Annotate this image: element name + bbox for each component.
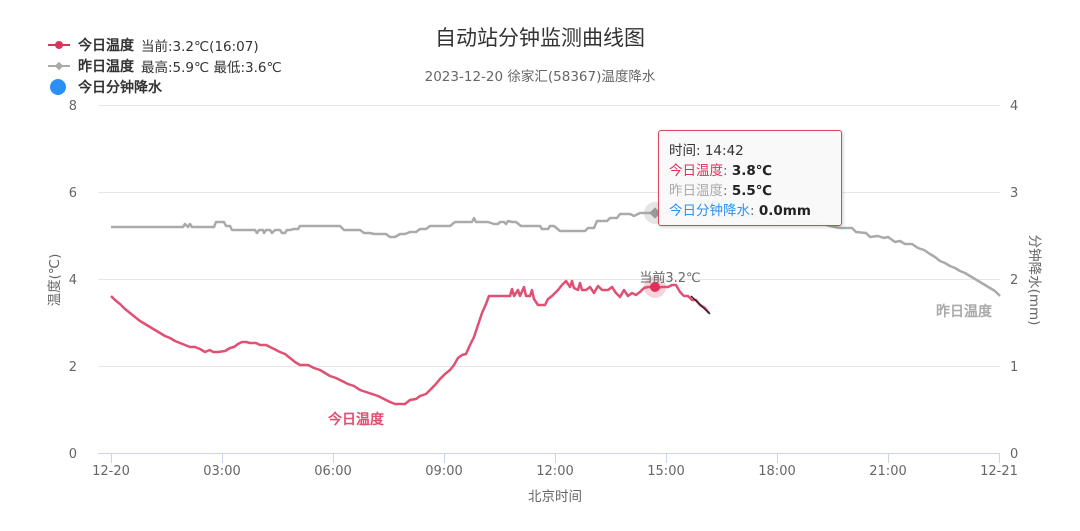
gridlines [98,105,1000,367]
svg-text:6: 6 [69,186,77,201]
tooltip-yesterday-row: 昨日温度: 5.5℃ [669,183,773,199]
tooltip-precip-row: 今日分钟降水: 0.0mm [669,203,811,219]
today-temp-line[interactable] [110,279,710,406]
legend: 今日温度 当前:3.2℃(16:07) 昨日温度 最高:5.9℃ 最低:3.6℃… [48,34,282,97]
svg-text:4: 4 [69,273,77,288]
y-left-axis-title: 温度(℃) [47,254,63,307]
svg-text:12-21: 12-21 [980,464,1018,479]
today-series-label: 今日温度 [327,411,385,428]
chart-subtitle: 2023-12-20 徐家汇(58367)温度降水 [424,69,656,85]
svg-text:06:00: 06:00 [314,464,351,479]
trend-line [690,295,711,315]
y-right-tick-labels: 0 1 2 3 4 [1010,99,1018,462]
yesterday-series-label: 昨日温度 [936,303,993,320]
svg-text:18:00: 18:00 [758,464,795,479]
legend-label: 今日温度 [78,37,134,54]
yesterday-temp-line[interactable] [111,211,1001,297]
y-right-axis-title: 分钟降水(mm) [1026,235,1043,326]
chart-title: 自动站分钟监测曲线图 [435,26,645,50]
svg-text:2: 2 [1010,273,1018,288]
svg-text:12:00: 12:00 [536,464,573,479]
tooltip-time-row: 时间: 14:42 [669,143,744,159]
y-left-tick-labels: 0 2 4 6 8 [69,99,77,462]
svg-text:1: 1 [1010,360,1018,375]
tooltip: 时间: 14:42 今日温度: 3.8℃ 昨日温度: 5.5℃ 今日分钟降水: … [658,130,842,226]
legend-item-yesterday-temp[interactable]: 昨日温度 最高:5.9℃ 最低:3.6℃ [48,55,282,76]
svg-text:12-20: 12-20 [92,464,130,479]
legend-label: 昨日温度 [78,58,134,75]
svg-text:2: 2 [69,360,77,375]
x-axis-ticks [111,453,1000,463]
legend-info: 当前:3.2℃(16:07) [141,38,259,55]
x-axis-tick-labels: 12-20 03:00 06:00 09:00 12:00 15:00 18:0… [92,464,1018,479]
svg-text:21:00: 21:00 [869,464,906,479]
line-dot-marker-icon [48,39,70,51]
svg-text:15:00: 15:00 [647,464,684,479]
current-temp-annotation: 当前3.2℃ [639,270,700,286]
legend-label: 今日分钟降水 [78,79,162,96]
svg-text:03:00: 03:00 [203,464,240,479]
legend-item-precipitation[interactable]: 今日分钟降水 [48,76,282,97]
hover-marker-yesterday[interactable] [649,207,661,219]
x-axis-title: 北京时间 [528,489,582,505]
tooltip-today-row: 今日温度: 3.8℃ [669,163,773,179]
legend-item-today-temp[interactable]: 今日温度 当前:3.2℃(16:07) [48,34,282,55]
svg-text:3: 3 [1010,186,1018,201]
svg-text:0: 0 [1010,447,1018,462]
svg-text:09:00: 09:00 [425,464,462,479]
svg-text:0: 0 [69,447,77,462]
line-diamond-marker-icon [48,60,70,72]
svg-text:4: 4 [1010,99,1018,114]
svg-text:8: 8 [69,99,77,114]
legend-info: 最高:5.9℃ 最低:3.6℃ [141,59,282,76]
circle-marker-icon [48,78,70,95]
hover-marker-today[interactable] [650,282,660,292]
